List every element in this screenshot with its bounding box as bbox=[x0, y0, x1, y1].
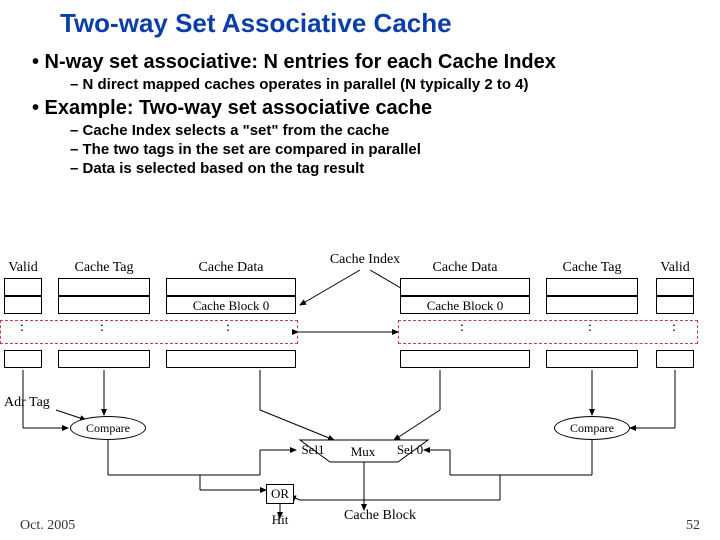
lbl-hit: Hit bbox=[266, 512, 294, 528]
footer-date: Oct. 2005 bbox=[20, 518, 75, 534]
bullet-1: • N-way set associative: N entries for e… bbox=[32, 51, 700, 74]
dash-row-left bbox=[0, 320, 298, 344]
bullet-2a: – Cache Index selects a "set" from the c… bbox=[70, 122, 700, 139]
hdr-data-r: Cache Data bbox=[400, 260, 530, 276]
footer-page: 52 bbox=[686, 518, 700, 534]
hdr-valid-l: Valid bbox=[4, 260, 42, 276]
lbl-cacheblock: Cache Block bbox=[330, 508, 430, 524]
lbl-mux: Mux bbox=[346, 444, 380, 460]
or-gate: OR bbox=[266, 484, 294, 504]
page-title: Two-way Set Associative Cache bbox=[60, 8, 700, 39]
bullet-2b: – The two tags in the set are compared i… bbox=[70, 141, 700, 158]
cell bbox=[656, 350, 694, 368]
cell bbox=[656, 278, 694, 296]
cell bbox=[400, 350, 530, 368]
cell bbox=[546, 296, 638, 314]
compare-left: Compare bbox=[70, 416, 146, 440]
cell bbox=[546, 278, 638, 296]
cell bbox=[166, 278, 296, 296]
cell bbox=[546, 350, 638, 368]
compare-right: Compare bbox=[554, 416, 630, 440]
cell bbox=[4, 278, 42, 296]
lbl-adrtag: Adr Tag bbox=[4, 395, 60, 411]
bullet-1a: – N direct mapped caches operates in par… bbox=[70, 76, 700, 93]
cell bbox=[656, 296, 694, 314]
lbl-sel0: Sel 0 bbox=[392, 442, 428, 458]
hdr-tag-r: Cache Tag bbox=[546, 260, 638, 276]
bullet-2: • Example: Two-way set associative cache bbox=[32, 97, 700, 120]
cell bbox=[58, 278, 150, 296]
hdr-tag-l: Cache Tag bbox=[58, 260, 150, 276]
lbl-sel1: Sel1 bbox=[296, 442, 330, 458]
cell bbox=[4, 296, 42, 314]
cell bbox=[58, 296, 150, 314]
hdr-index: Cache Index bbox=[320, 252, 410, 268]
cell-block0-r: Cache Block 0 bbox=[400, 296, 530, 314]
dash-row-right bbox=[398, 320, 698, 344]
hdr-data-l: Cache Data bbox=[166, 260, 296, 276]
cache-diagram: Valid Cache Tag Cache Data Cache Index C… bbox=[0, 250, 720, 530]
cell bbox=[4, 350, 42, 368]
cell-block0-l: Cache Block 0 bbox=[166, 296, 296, 314]
cell bbox=[166, 350, 296, 368]
hdr-valid-r: Valid bbox=[656, 260, 694, 276]
cell bbox=[400, 278, 530, 296]
cell bbox=[58, 350, 150, 368]
bullet-2c: – Data is selected based on the tag resu… bbox=[70, 160, 700, 177]
